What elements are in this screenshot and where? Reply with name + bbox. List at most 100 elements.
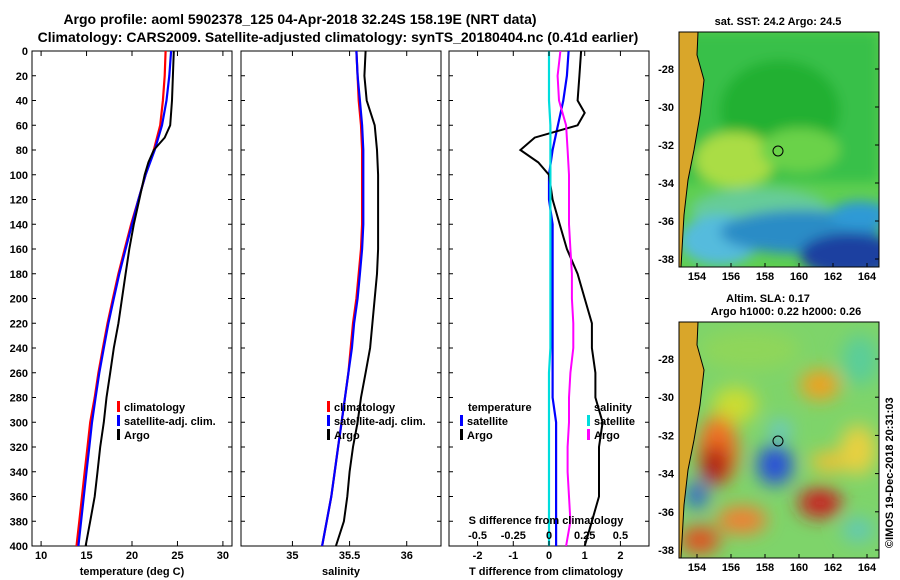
depth-axis: 0 20 40 60 80 100 120 140 160 180 200 220 240 260 280 3…: [10, 46, 649, 553]
map-y-tick-label: -38: [658, 545, 674, 557]
x-tick-label: 0: [546, 550, 552, 562]
legend-s-argo-swatch: [587, 429, 590, 440]
x-tick-label: 2: [617, 550, 623, 562]
map-x-tick-label: 156: [722, 562, 740, 574]
map-x-tick-label: 158: [756, 271, 774, 283]
map-y-tick-label: -36: [658, 507, 674, 519]
sla-coastline: [680, 322, 705, 558]
map-y-tick-label: -28: [658, 354, 674, 366]
x-tick-label: 10: [35, 550, 47, 562]
x-tick-label: 1: [582, 550, 588, 562]
depth-tick-label: 280: [10, 393, 28, 405]
map-y-tick-label: -30: [658, 102, 674, 114]
map-y-tick-label: -30: [658, 392, 674, 404]
sla-map-frame: [678, 321, 880, 559]
depth-tick-label: 380: [10, 516, 28, 528]
map-x-tick-label: 156: [722, 271, 740, 283]
sst-map-axes: 154 156 158 160 162 164 -28 -30 -32 -34 -36 -38: [658, 64, 879, 283]
difference-legend-temperature: temperature satellite Argo: [460, 402, 532, 442]
sla-map-title-2: Argo h1000: 0.22 h2000: 0.26: [711, 306, 861, 318]
x-tick-label: 35.5: [339, 550, 360, 562]
top-x-tick-label: -0.25: [501, 530, 526, 542]
map-y-tick-label: -36: [658, 216, 674, 228]
top-x-tick-label: -0.5: [468, 530, 487, 542]
map-x-tick-label: 160: [790, 562, 808, 574]
depth-tick-label: 60: [16, 120, 28, 132]
sla-field: [680, 330, 878, 554]
map-x-tick-label: 154: [688, 562, 707, 574]
salinity-panel-frame: [240, 50, 442, 547]
depth-tick-label: 200: [10, 294, 28, 306]
map-x-tick-label: 158: [756, 562, 774, 574]
legend-argo-swatch: [117, 429, 120, 440]
temperature-series: [75, 51, 175, 546]
map-y-tick-label: -38: [658, 254, 674, 266]
map-y-tick-label: -32: [658, 430, 674, 442]
map-x-tick-label: 162: [824, 271, 842, 283]
x-tick-label: 20: [126, 550, 138, 562]
depth-tick-label: 300: [10, 417, 28, 429]
x-tick-label: 15: [80, 550, 92, 562]
depth-tick-label: 260: [10, 368, 28, 380]
top-x-tick-label: 0.25: [574, 530, 595, 542]
depth-tick-label: 240: [10, 343, 28, 355]
map-x-tick-label: 154: [688, 271, 707, 283]
legend-t-satellite-label: satellite: [467, 416, 508, 428]
map-x-tick-label: 162: [824, 562, 842, 574]
map-y-tick-label: -34: [658, 178, 675, 190]
legend-satellite-swatch: [327, 415, 330, 426]
series-t-satellite: [547, 51, 570, 546]
temperature-panel-frame: [31, 50, 233, 547]
x-tick-label: 25: [171, 550, 183, 562]
legend-climatology-label: climatology: [334, 402, 396, 414]
sla-land: [679, 322, 704, 558]
sst-map-frame: [678, 31, 880, 268]
series-satellite-adj-clim-: [321, 51, 365, 546]
x-axes: 10 15 20 25 30 35 35.5 36 -2 -1 0 1 2 -0.5 -0.25 0 0.25 0…: [35, 51, 628, 562]
depth-tick-label: 220: [10, 318, 28, 330]
legend-climatology-swatch: [327, 401, 330, 412]
legend-s-argo-label: Argo: [594, 430, 620, 442]
series-s-argo: [556, 51, 575, 546]
legend-satellite-swatch: [117, 415, 120, 426]
salinity-legend: climatology satellite-adj. clim. Argo: [327, 401, 426, 442]
map-y-tick-label: -32: [658, 140, 674, 152]
depth-tick-label: 320: [10, 442, 28, 454]
title-line-1: Argo profile: aoml 5902378_125 04-Apr-20…: [63, 11, 536, 27]
difference-series: [518, 51, 604, 546]
legend-argo-swatch: [327, 429, 330, 440]
sla-map-title-1: Altim. SLA: 0.17: [726, 293, 810, 305]
depth-tick-label: 100: [10, 170, 28, 182]
legend-t-argo-swatch: [460, 429, 463, 440]
timestamp: ©IMOS 19-Dec-2018 20:31:03: [884, 397, 896, 548]
map-x-tick-label: 164: [858, 271, 877, 283]
map-y-tick-label: -34: [658, 469, 675, 481]
depth-tick-label: 140: [10, 219, 28, 231]
series-s-satellite: [547, 51, 552, 546]
temperature-xlabel: temperature (deg C): [80, 566, 185, 578]
top-x-tick-label: 0.5: [613, 530, 628, 542]
depth-tick-label: 360: [10, 492, 28, 504]
series-t-argo: [518, 51, 604, 546]
map-x-tick-label: 160: [790, 271, 808, 283]
sst-field: [679, 32, 879, 267]
depth-tick-label: 80: [16, 145, 28, 157]
title-line-2: Climatology: CARS2009. Satellite-adjuste…: [38, 29, 639, 45]
temperature-legend: climatology satellite-adj. clim. Argo: [117, 401, 216, 442]
x-tick-label: 36: [401, 550, 413, 562]
depth-tick-label: 120: [10, 195, 28, 207]
depth-tick-label: 40: [16, 96, 28, 108]
difference-legend-salinity: salinity satellite Argo: [587, 402, 635, 442]
series-climatology: [321, 51, 364, 546]
sla-argo-marker: [772, 435, 784, 447]
legend-salinity-title: salinity: [594, 402, 633, 414]
depth-tick-label: 160: [10, 244, 28, 256]
depth-tick-label: 180: [10, 269, 28, 281]
series-argo: [334, 51, 380, 546]
depth-tick-label: 400: [10, 541, 28, 553]
sst-map-title: sat. SST: 24.2 Argo: 24.5: [715, 16, 842, 28]
depth-tick-label: 340: [10, 467, 28, 479]
sst-land: [679, 32, 704, 267]
legend-temperature-title: temperature: [468, 402, 532, 414]
